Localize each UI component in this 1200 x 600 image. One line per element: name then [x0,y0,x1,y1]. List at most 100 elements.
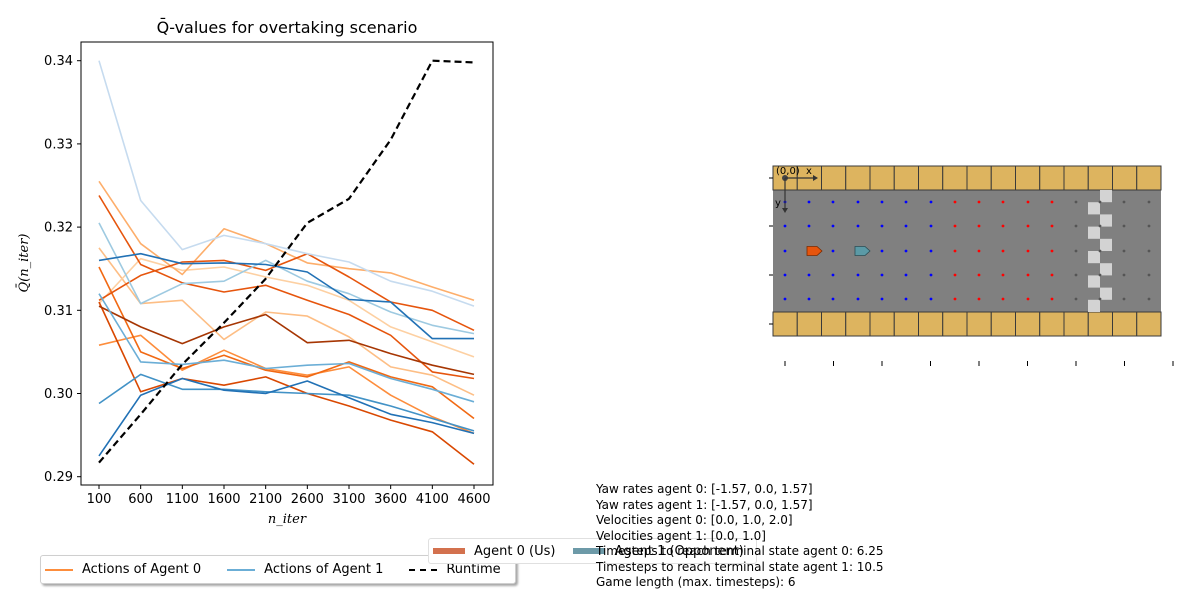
chart-legend: Actions of Agent 0 Actions of Agent 1 Ru… [40,555,516,584]
finish-checker [1100,214,1112,227]
legend-item-agent1: Actions of Agent 1 [227,562,383,577]
grid-dot [1098,297,1102,301]
grid-dot [1147,224,1151,228]
grid-dot [929,273,933,277]
series-line-agent1-9 [98,60,475,307]
grid-dot [977,249,981,253]
curb-tile-top [1087,165,1113,191]
grid-dot [977,200,981,204]
grid-dot [1074,273,1078,277]
grid-dot [953,297,957,301]
grid-dot [783,249,787,253]
grid-dot [1074,297,1078,301]
x-tick-label: 4100 [416,492,449,507]
grid-dot [1026,297,1030,301]
curb-tile-bottom [918,311,944,337]
grid-dot [904,200,908,204]
grid-dot [929,200,933,204]
curb-tile-bottom [772,311,798,337]
legend-swatch-agent0 [45,568,73,571]
grid-dot [783,273,787,277]
curb-tile-top [942,165,968,191]
series-line-agent1-13 [98,252,474,340]
grid-dot [783,297,787,301]
series-line-agent0-0 [98,247,475,396]
grid-dot [831,200,835,204]
legend-label-agent1: Actions of Agent 1 [264,562,384,577]
series-line-agent0-7 [98,252,475,332]
grid-dot [1122,273,1126,277]
curb-tile-top [1015,165,1041,191]
series-line-agent1-11 [98,293,475,403]
finish-checker [1100,238,1112,251]
scene-legend-label-agent0: Agent 0 (Us) [474,543,556,559]
curb-tile-bottom [1039,311,1065,337]
y-tick-label: 0.33 [44,137,73,152]
curb-tile-bottom [1015,311,1041,337]
legend-swatch-agent1 [227,568,256,571]
scene-legend: Agent 0 (Us) Agent 1 (Opponent) [428,538,757,564]
grid-dot [1001,297,1005,301]
grid-dot [953,249,957,253]
y-tick-label: 0.34 [44,54,73,69]
grid-dot [904,249,908,253]
grid-dot [1001,249,1005,253]
curb-tile-top [1063,165,1089,191]
grid-dot [904,224,908,228]
curb-tile-top [1039,165,1065,191]
grid-dot [807,273,811,277]
curb-tile-top [845,165,871,191]
grid-dot [880,200,884,204]
grid-dot [953,224,957,228]
grid-dot [1074,224,1078,228]
series-line-agent0-1 [98,257,475,358]
x-axis-label-scene: x [806,166,812,177]
y-axis-label-scene: y [775,198,781,209]
grid-dot [977,297,981,301]
scene-legend-label-agent1: Agent 1 (Opponent) [614,543,744,559]
info-line-yaw-agent0: Yaw rates agent 0: [-1.57, 0.0, 1.57] [596,482,813,496]
x-tick-label: 2600 [291,492,324,507]
grid-dot [807,224,811,228]
curb-tile-top [1112,165,1138,191]
grid-dot [1122,200,1126,204]
legend-item-agent0: Actions of Agent 0 [45,562,201,577]
grid-dot [1098,224,1102,228]
curb-tile-bottom [1136,311,1162,337]
grid-dot [880,273,884,277]
grid-dot [856,273,860,277]
info-line-game-length: Game length (max. timesteps): 6 [596,575,796,589]
grid-dot [880,297,884,301]
grid-dot [1098,200,1102,204]
x-axis-label: n_iter [268,512,307,527]
plot-area [81,42,493,485]
grid-dot [1147,273,1151,277]
x-tick-label: 3100 [332,492,365,507]
y-tick-label: 0.32 [44,221,73,236]
chart-title: Q̄-values for overtaking scenario [157,18,418,37]
agent1-car-icon [854,246,871,256]
grid-dot [856,200,860,204]
agent0-car-icon [806,246,823,256]
curb-tile-top [893,165,919,191]
grid-dot [1050,273,1054,277]
scene-legend-swatch-agent0 [433,548,465,554]
y-axis-label: Q̄(n_iter) [16,234,32,293]
grid-dot [1026,224,1030,228]
y-tick-label: 0.29 [44,470,73,485]
grid-dot [831,249,835,253]
grid-dot [977,273,981,277]
grid-dot [1122,297,1126,301]
curb-tile-top [918,165,944,191]
finish-checker [1100,263,1112,276]
finish-checker [1088,202,1100,215]
grid-dot [1147,200,1151,204]
grid-dot [953,200,957,204]
scene-legend-swatch-agent1 [573,548,606,554]
grid-dot [831,273,835,277]
x-tick-label: 1600 [207,492,240,507]
series-line-agent0-8 [98,305,475,376]
info-line-vel-agent1: Velocities agent 1: [0.0, 1.0] [596,528,766,543]
curb-tile-top [966,165,992,191]
